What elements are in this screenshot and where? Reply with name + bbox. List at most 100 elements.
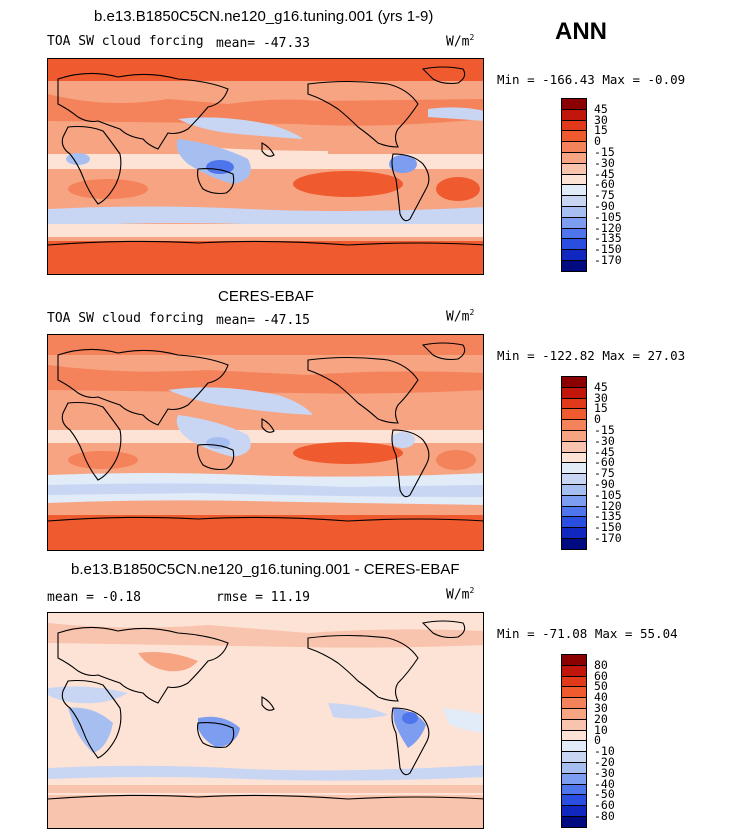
panel1-variable: TOA SW cloud forcing: [47, 34, 204, 49]
colorbar-swatch: [561, 408, 587, 420]
colorbar-swatch: [561, 815, 587, 828]
panel3-minmax: Min = -71.08 Max = 55.04: [497, 626, 678, 641]
colorbar-swatch: [561, 516, 587, 528]
colorbar-swatch: [561, 238, 587, 250]
colorbar-swatch: [561, 527, 587, 538]
colorbar-tick-label: 15: [594, 401, 608, 416]
colorbar-tick-label: 30: [594, 390, 608, 405]
panel1-map: [47, 58, 484, 275]
colorbar-tick-label: -80: [594, 809, 615, 823]
colorbar-tick-label: 10: [594, 722, 608, 737]
colorbar-tick-label: 45: [594, 379, 608, 394]
colorbar-tick-label: 50: [594, 679, 608, 694]
panel3-units: W/m2: [446, 586, 475, 603]
colorbar-tick-label: -60: [594, 455, 615, 470]
colorbar-swatch: [561, 227, 587, 239]
panel1-mean: mean= -47.33: [216, 36, 310, 51]
panel3-colorbar: [561, 654, 587, 828]
colorbar-swatch: [561, 119, 587, 131]
colorbar-tick-label: -90: [594, 199, 615, 213]
colorbar-swatch: [561, 429, 587, 441]
panel3-mean: mean = -0.18: [47, 590, 141, 605]
colorbar-tick-label: -170: [594, 531, 622, 545]
panel2-colorbar: [561, 376, 587, 550]
colorbar-swatch: [561, 537, 587, 550]
colorbar-tick-label: 30: [594, 112, 608, 127]
colorbar-swatch: [561, 740, 587, 752]
colorbar-swatch: [561, 505, 587, 517]
panel2-map: [47, 334, 484, 551]
panel3-map: [47, 612, 484, 829]
colorbar-swatch: [561, 130, 587, 142]
colorbar-swatch: [561, 697, 587, 708]
colorbar-tick-label: -150: [594, 520, 622, 535]
colorbar-swatch: [561, 794, 587, 806]
colorbar-tick-label: -50: [594, 787, 615, 802]
colorbar-tick-label: -60: [594, 177, 615, 192]
panel1-minmax: Min = -166.43 Max = -0.09: [497, 72, 686, 87]
colorbar-tick-label: -30: [594, 155, 615, 170]
colorbar-swatch: [561, 397, 587, 409]
colorbar-tick-label: -30: [594, 433, 615, 448]
colorbar-tick-label: -170: [594, 253, 622, 267]
colorbar-swatch: [561, 707, 587, 719]
panel2-variable: TOA SW cloud forcing: [47, 311, 204, 326]
colorbar-swatch: [561, 654, 587, 665]
colorbar-tick-label: 40: [594, 690, 608, 705]
colorbar-swatch: [561, 98, 587, 109]
colorbar-tick-label: 15: [594, 123, 608, 138]
colorbar-swatch: [561, 419, 587, 430]
colorbar-tick-label: -135: [594, 231, 622, 246]
colorbar-swatch: [561, 108, 587, 120]
colorbar-tick-label: -15: [594, 145, 615, 159]
colorbar-swatch: [561, 376, 587, 387]
colorbar-tick-label: 30: [594, 701, 608, 715]
colorbar-swatch: [561, 249, 587, 260]
colorbar-tick-label: -30: [594, 765, 615, 780]
colorbar-tick-label: -20: [594, 755, 615, 769]
colorbar-tick-label: -90: [594, 477, 615, 491]
colorbar-swatch: [561, 729, 587, 741]
colorbar-tick-label: -135: [594, 509, 622, 524]
colorbar-swatch: [561, 483, 587, 495]
panel1-units: W/m2: [446, 33, 475, 50]
panel1-title: b.e13.B1850C5CN.ne120_g16.tuning.001 (yr…: [94, 8, 434, 25]
colorbar-tick-label: -75: [594, 188, 615, 203]
colorbar-tick-label: 20: [594, 711, 608, 726]
colorbar-swatch: [561, 686, 587, 698]
colorbar-tick-label: -40: [594, 776, 615, 791]
colorbar-swatch: [561, 151, 587, 163]
colorbar-swatch: [561, 440, 587, 452]
colorbar-swatch: [561, 184, 587, 196]
colorbar-swatch: [561, 386, 587, 398]
colorbar-swatch: [561, 173, 587, 185]
colorbar-tick-label: -45: [594, 444, 615, 459]
colorbar-tick-label: -10: [594, 744, 615, 759]
colorbar-tick-label: 0: [594, 733, 601, 748]
colorbar-tick-label: -60: [594, 798, 615, 813]
colorbar-tick-label: -105: [594, 209, 622, 224]
colorbar-swatch: [561, 494, 587, 506]
colorbar-tick-label: -15: [594, 423, 615, 437]
colorbar-tick-label: 0: [594, 412, 601, 427]
panel3-rmse: rmse = 11.19: [216, 590, 310, 605]
panel2-mean: mean= -47.15: [216, 313, 310, 328]
colorbar-swatch: [561, 205, 587, 217]
colorbar-tick-label: 80: [594, 657, 608, 672]
panel2-minmax: Min = -122.82 Max = 27.03: [497, 348, 686, 363]
colorbar-swatch: [561, 805, 587, 816]
colorbar-swatch: [561, 783, 587, 795]
season-label: ANN: [555, 18, 607, 45]
colorbar-tick-label: -120: [594, 220, 622, 235]
colorbar-tick-label: -45: [594, 166, 615, 181]
colorbar-swatch: [561, 751, 587, 762]
colorbar-tick-label: -150: [594, 242, 622, 257]
colorbar-tick-label: 0: [594, 134, 601, 149]
colorbar-swatch: [561, 718, 587, 730]
colorbar-swatch: [561, 216, 587, 228]
colorbar-swatch: [561, 761, 587, 773]
panel2-units: W/m2: [446, 308, 475, 325]
colorbar-tick-label: -105: [594, 487, 622, 502]
colorbar-swatch: [561, 462, 587, 474]
colorbar-swatch: [561, 259, 587, 272]
